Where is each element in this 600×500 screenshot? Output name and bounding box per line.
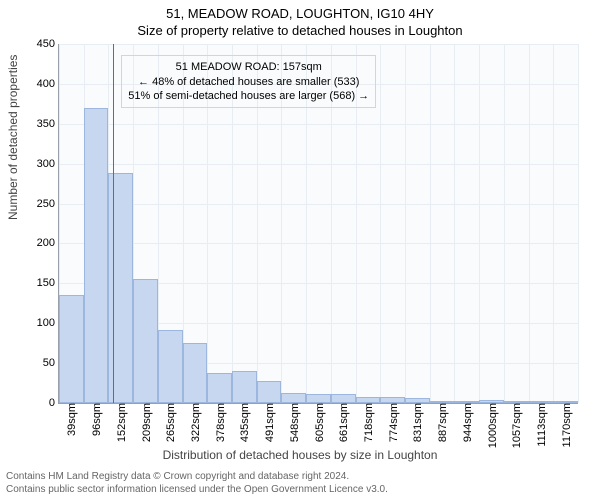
y-tick-label: 450	[37, 38, 59, 50]
x-tick-label: 265sqm	[163, 403, 177, 442]
footer-line-2: Contains public sector information licen…	[6, 484, 594, 497]
gridline-h	[59, 164, 578, 165]
x-tick-label: 887sqm	[435, 403, 449, 442]
histogram-bar	[281, 393, 306, 403]
x-tick-label: 209sqm	[139, 403, 153, 442]
chart-area: 05010015020025030035040045039sqm96sqm152…	[58, 44, 578, 404]
footer-attribution: Contains HM Land Registry data © Crown c…	[6, 471, 594, 496]
gridline-v	[479, 44, 480, 403]
histogram-bar	[331, 394, 356, 403]
histogram-bar	[257, 381, 282, 403]
histogram-bar	[232, 371, 257, 403]
histogram-bar	[183, 343, 208, 403]
y-tick-label: 150	[37, 277, 59, 289]
histogram-bar	[133, 279, 158, 403]
gridline-v	[380, 44, 381, 403]
histogram-bar	[207, 373, 232, 403]
x-axis-label: Distribution of detached houses by size …	[0, 448, 600, 462]
gridline-h	[59, 124, 578, 125]
gridline-v	[553, 44, 554, 403]
x-tick-label: 831sqm	[410, 403, 424, 442]
page-title-address: 51, MEADOW ROAD, LOUGHTON, IG10 4HY	[0, 6, 600, 21]
histogram-bar	[306, 394, 331, 403]
x-tick-label: 435sqm	[237, 403, 251, 442]
histogram-bar	[158, 330, 183, 403]
x-tick-label: 1170sqm	[559, 403, 573, 447]
y-tick-label: 100	[37, 317, 59, 329]
x-tick-label: 548sqm	[287, 403, 301, 442]
x-tick-label: 944sqm	[460, 403, 474, 442]
histogram-bar	[59, 295, 84, 403]
x-tick-label: 718sqm	[361, 403, 375, 442]
x-tick-label: 96sqm	[89, 403, 103, 436]
x-tick-label: 1057sqm	[509, 403, 523, 448]
gridline-h	[59, 243, 578, 244]
x-tick-label: 491sqm	[262, 403, 276, 442]
x-tick-label: 322sqm	[188, 403, 202, 442]
footer-line-1: Contains HM Land Registry data © Crown c…	[6, 471, 594, 484]
x-tick-label: 661sqm	[336, 403, 350, 442]
y-tick-label: 400	[37, 78, 59, 90]
reference-line	[113, 44, 114, 403]
x-tick-label: 1113sqm	[534, 403, 548, 447]
gridline-v	[578, 44, 579, 403]
gridline-v	[529, 44, 530, 403]
x-tick-label: 378sqm	[213, 403, 227, 442]
histogram-bar	[84, 108, 109, 403]
gridline-v	[504, 44, 505, 403]
gridline-h	[59, 44, 578, 45]
page-subtitle: Size of property relative to detached ho…	[0, 23, 600, 38]
y-tick-label: 0	[49, 397, 59, 409]
x-tick-label: 39sqm	[64, 403, 78, 436]
y-tick-label: 350	[37, 118, 59, 130]
x-tick-label: 152sqm	[114, 403, 128, 442]
x-tick-label: 774sqm	[386, 403, 400, 442]
gridline-h	[59, 204, 578, 205]
annotation-line: 51 MEADOW ROAD: 157sqm	[128, 60, 369, 74]
x-tick-label: 1000sqm	[485, 403, 499, 448]
y-tick-label: 50	[43, 357, 59, 369]
gridline-v	[430, 44, 431, 403]
plot-region: 05010015020025030035040045039sqm96sqm152…	[58, 44, 578, 404]
y-tick-label: 250	[37, 198, 59, 210]
annotation-line: 51% of semi-detached houses are larger (…	[128, 89, 369, 103]
annotation-box: 51 MEADOW ROAD: 157sqm← 48% of detached …	[121, 55, 376, 108]
gridline-v	[454, 44, 455, 403]
y-axis-label: Number of detached properties	[6, 55, 20, 220]
y-tick-label: 200	[37, 237, 59, 249]
y-tick-label: 300	[37, 158, 59, 170]
annotation-line: ← 48% of detached houses are smaller (53…	[128, 75, 369, 89]
gridline-v	[405, 44, 406, 403]
x-tick-label: 605sqm	[312, 403, 326, 442]
